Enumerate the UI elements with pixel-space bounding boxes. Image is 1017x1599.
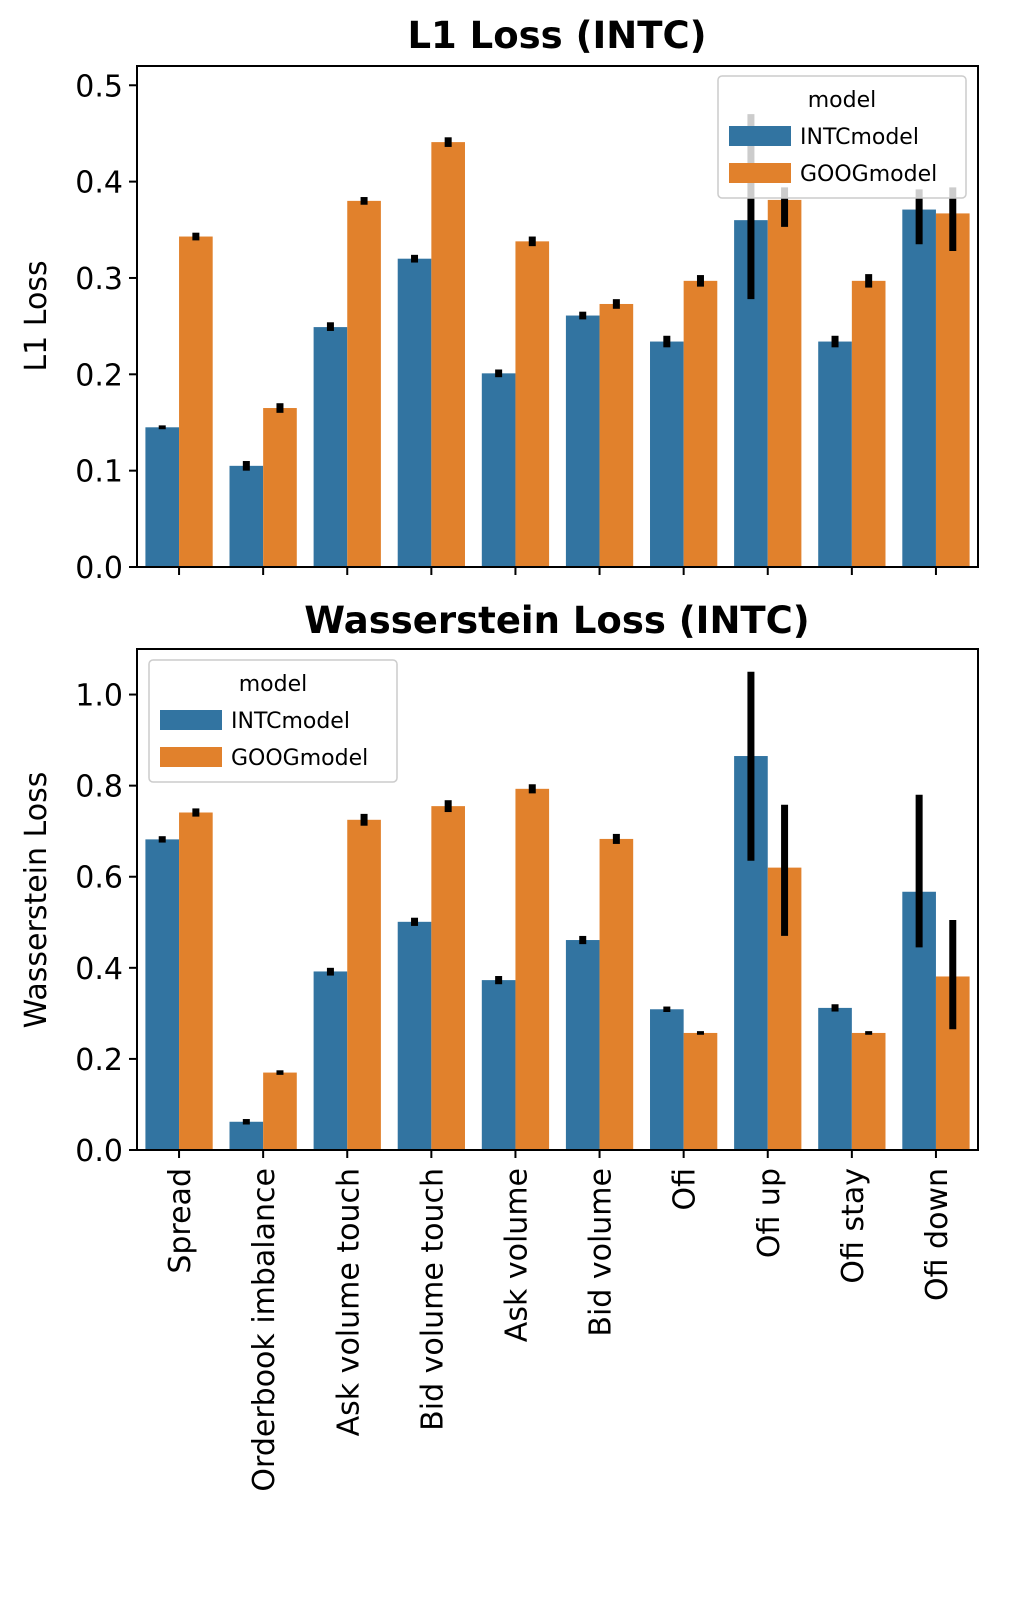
l1-bar-intcmodel-9: [902, 209, 936, 567]
wasserstein-legend-title: model: [239, 672, 308, 697]
l1-loss-chart: L1 Loss (INTC) L1 Loss 0.00.10.20.30.40.…: [19, 14, 979, 586]
wasserstein-bar-googmodel-0: [179, 812, 213, 1150]
x-category-label-6: Ofi: [668, 1168, 703, 1211]
wasserstein-y-axis-label: Wasserstein Loss: [19, 772, 54, 1029]
l1-bar-intcmodel-2: [313, 327, 348, 567]
l1-bar-intcmodel-0: [145, 427, 180, 567]
l1-bar-intcmodel-5: [565, 315, 600, 567]
wasserstein-bar-googmodel-1: [263, 1072, 297, 1150]
wasserstein-legend-label-goog: GOOGmodel: [231, 746, 368, 771]
wasserstein-bar-intcmodel-5: [565, 940, 600, 1150]
wasserstein-y-tick-label-0: 0.0: [75, 1134, 123, 1169]
wasserstein-bar-intcmodel-1: [229, 1121, 264, 1150]
x-category-label-7: Ofi up: [752, 1168, 787, 1258]
l1-axes-frame: [136, 65, 979, 568]
l1-plot-area: 0.0 0.1 0.2 0.3 0.4 0.5: [75, 65, 979, 586]
l1-y-tick-label-5: 0.5: [75, 69, 123, 104]
l1-legend: model INTCmodel GOOGmodel: [717, 75, 967, 199]
l1-y-tick-label-3: 0.3: [75, 262, 123, 297]
l1-bar-googmodel-6: [683, 280, 718, 567]
wasserstein-axes-frame: [136, 648, 979, 1151]
wasserstein-bar-googmodel-5: [599, 838, 634, 1150]
l1-legend-label-intc: INTCmodel: [800, 125, 919, 150]
l1-bar-googmodel-8: [851, 280, 886, 567]
wasserstein-bar-googmodel-8: [851, 1032, 886, 1150]
l1-y-tick-label-2: 0.2: [75, 358, 123, 393]
x-category-label-8: Ofi stay: [836, 1168, 871, 1284]
wasserstein-bar-intcmodel-0: [145, 839, 180, 1150]
x-category-label-5: Bid volume: [584, 1168, 619, 1337]
l1-chart-title: L1 Loss (INTC): [407, 14, 706, 57]
l1-bar-googmodel-9: [935, 213, 970, 568]
l1-bar-googmodel-7: [767, 199, 802, 568]
wasserstein-legend-swatch-goog: [160, 747, 222, 767]
wasserstein-bar-googmodel-4: [515, 788, 550, 1150]
l1-legend-swatch-goog: [729, 163, 791, 183]
wasserstein-legend: model INTCmodel GOOGmodel: [148, 659, 398, 783]
wasserstein-legend-label-intc: INTCmodel: [231, 709, 350, 734]
x-category-label-2: Ask volume touch: [331, 1168, 366, 1436]
l1-bar-intcmodel-1: [229, 465, 264, 567]
l1-y-axis-label: L1 Loss: [19, 260, 54, 371]
wasserstein-loss-chart: Wasserstein Loss (INTC) Wasserstein Loss…: [19, 599, 979, 1169]
l1-bar-googmodel-5: [599, 303, 634, 567]
l1-y-tick-label-0: 0.0: [75, 551, 123, 586]
wasserstein-y-tick-label-4: 0.8: [75, 770, 123, 805]
x-category-label-1: Orderbook imbalance: [247, 1168, 282, 1492]
l1-bar-googmodel-3: [431, 142, 465, 567]
l1-bar-intcmodel-8: [818, 341, 852, 567]
x-category-label-3: Bid volume touch: [415, 1168, 450, 1431]
x-category-label-4: Ask volume: [499, 1168, 534, 1342]
wasserstein-bar-googmodel-2: [347, 819, 381, 1150]
l1-bar-googmodel-0: [179, 236, 213, 567]
l1-legend-swatch-intc: [729, 126, 791, 146]
wasserstein-y-tick-label-2: 0.4: [75, 952, 123, 987]
wasserstein-y-tick-label-3: 0.6: [75, 861, 123, 896]
wasserstein-bar-googmodel-3: [431, 806, 465, 1150]
x-category-labels: Spread Orderbook imbalance Ask volume touc…: [163, 1168, 955, 1492]
wasserstein-plot-area: 0.0 0.2 0.4 0.6 0.8 1.0: [75, 648, 979, 1169]
l1-bar-intcmodel-3: [397, 258, 432, 567]
wasserstein-legend-swatch-intc: [160, 710, 222, 730]
wasserstein-bar-intcmodel-4: [481, 980, 516, 1150]
l1-bar-googmodel-2: [347, 200, 381, 567]
l1-bar-googmodel-1: [263, 408, 297, 567]
wasserstein-chart-title: Wasserstein Loss (INTC): [304, 599, 809, 642]
l1-bar-googmodel-4: [515, 241, 550, 567]
l1-legend-title: model: [808, 88, 877, 113]
l1-legend-label-goog: GOOGmodel: [800, 162, 937, 187]
x-category-label-9: Ofi down: [920, 1168, 955, 1301]
wasserstein-bar-intcmodel-3: [397, 921, 432, 1150]
l1-y-tick-label-4: 0.4: [75, 166, 123, 201]
wasserstein-bar-intcmodel-2: [313, 971, 348, 1150]
l1-bar-intcmodel-6: [650, 341, 684, 567]
wasserstein-bar-intcmodel-8: [818, 1007, 852, 1150]
l1-y-tick-label-1: 0.1: [75, 455, 123, 490]
wasserstein-bar-intcmodel-6: [650, 1009, 684, 1150]
wasserstein-y-tick-label-1: 0.2: [75, 1043, 123, 1078]
wasserstein-y-tick-label-5: 1.0: [75, 679, 123, 714]
wasserstein-bar-googmodel-6: [683, 1032, 718, 1150]
x-category-label-0: Spread: [163, 1168, 198, 1274]
l1-bar-intcmodel-4: [481, 373, 516, 567]
